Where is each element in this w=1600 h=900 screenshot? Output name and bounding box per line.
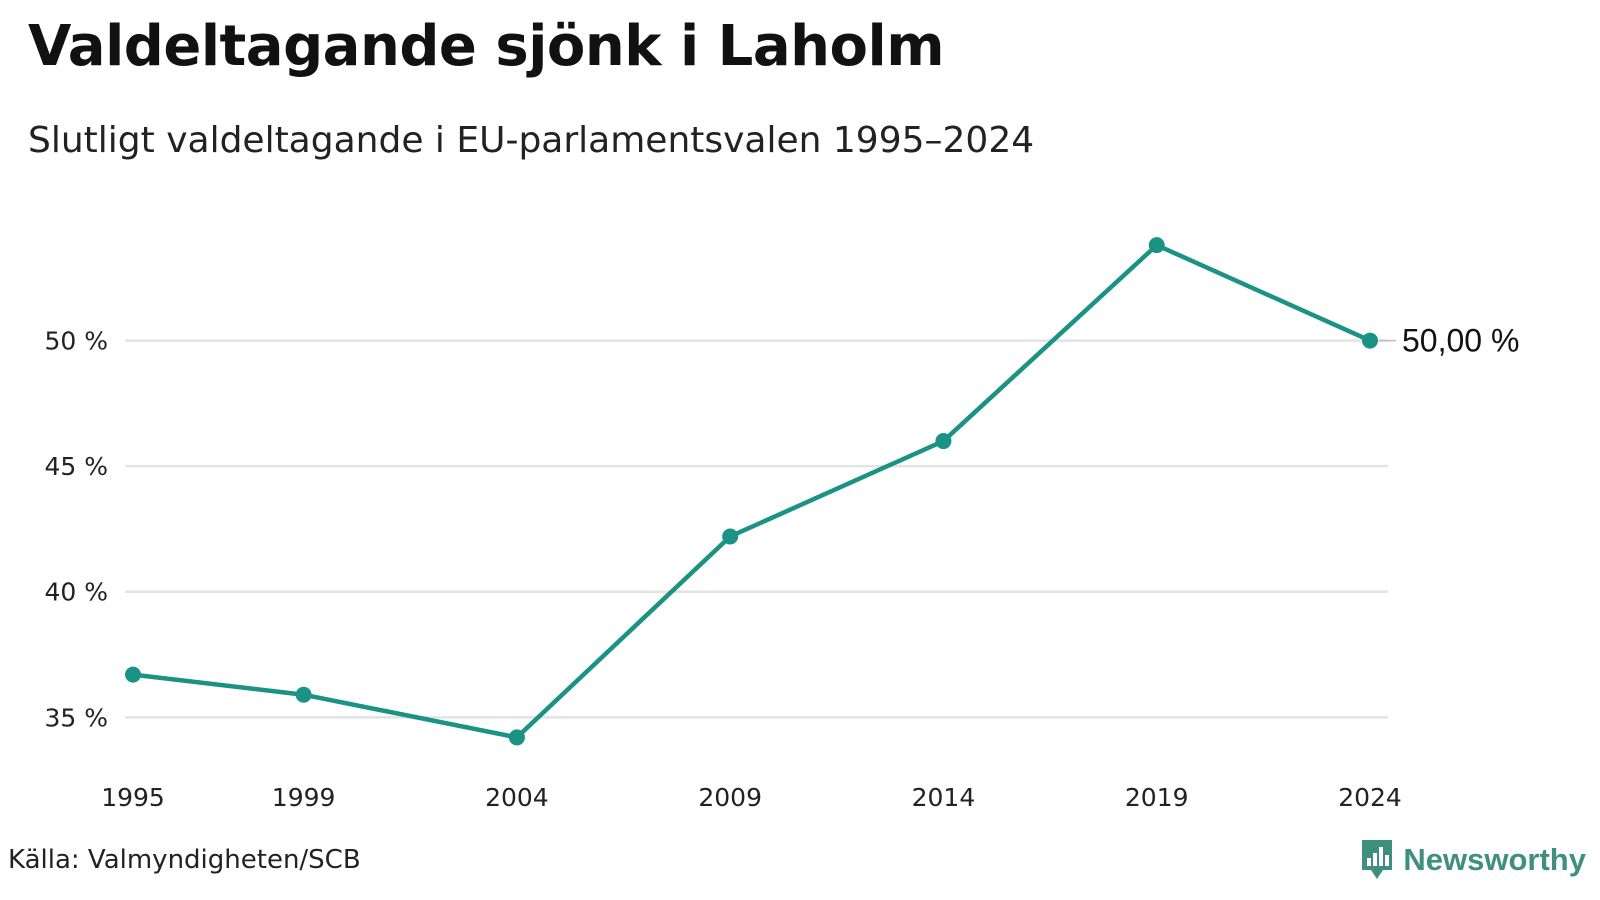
series-group (125, 237, 1378, 746)
x-tick-label: 1995 (101, 783, 165, 812)
data-point (508, 729, 525, 746)
y-tick-label: 45 % (44, 452, 108, 481)
newsworthy-logo-icon (1362, 840, 1393, 879)
x-tick-label: 2004 (485, 783, 549, 812)
chart-subtitle: Slutligt valdeltagande i EU-parlamentsva… (28, 120, 1035, 161)
brand-logo[interactable]: Newsworthy (1359, 838, 1586, 882)
end-value-label: 50,00 % (1402, 323, 1519, 359)
x-tick-label: 2024 (1338, 783, 1402, 812)
data-point (935, 433, 952, 450)
y-axis-ticks: 35 % 40 % 45 % 50 % (44, 327, 108, 733)
data-point (1148, 237, 1165, 254)
x-tick-label: 2009 (698, 783, 762, 812)
source-note: Källa: Valmyndigheten/SCB (8, 845, 361, 875)
data-point (1362, 332, 1378, 349)
data-point (125, 666, 141, 683)
gridlines (125, 339, 1388, 719)
chart-title: Valdeltagande sjönk i Laholm (28, 14, 945, 79)
y-tick-label: 50 % (44, 327, 108, 356)
data-point (722, 528, 739, 545)
y-tick-label: 35 % (44, 703, 108, 732)
end-annotation: 50,00 % (1379, 323, 1519, 359)
x-axis-ticks: 1995 1999 2004 2009 2014 2019 2024 (101, 783, 1402, 812)
x-tick-label: 2014 (912, 783, 976, 812)
series-line (130, 242, 1373, 740)
data-point (295, 686, 312, 703)
brand-name: Newsworthy (1403, 842, 1586, 877)
x-tick-label: 2019 (1125, 783, 1189, 812)
y-tick-label: 40 % (44, 578, 108, 607)
x-tick-label: 1999 (272, 783, 336, 812)
